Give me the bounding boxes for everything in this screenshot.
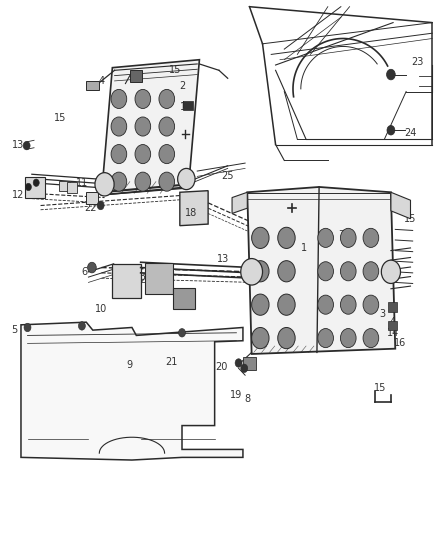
Text: 13: 13	[217, 254, 230, 263]
Circle shape	[340, 328, 356, 348]
Polygon shape	[232, 192, 247, 214]
Circle shape	[340, 228, 356, 247]
Text: 4: 4	[390, 317, 396, 327]
Text: 20: 20	[215, 362, 227, 372]
Text: 15: 15	[54, 113, 66, 123]
Text: 25: 25	[222, 172, 234, 181]
Bar	[173, 288, 195, 309]
Circle shape	[318, 228, 333, 247]
Circle shape	[95, 173, 114, 196]
Circle shape	[340, 262, 356, 281]
Bar	[145, 263, 173, 294]
Bar	[67, 182, 77, 193]
Text: 12: 12	[12, 190, 24, 200]
Circle shape	[24, 323, 31, 332]
Bar	[388, 302, 397, 312]
Circle shape	[23, 141, 30, 150]
Circle shape	[135, 90, 151, 109]
Circle shape	[159, 117, 175, 136]
Bar	[59, 181, 70, 191]
Text: 5: 5	[11, 325, 18, 335]
Text: 10: 10	[95, 304, 108, 314]
Text: 19: 19	[230, 390, 243, 400]
Text: 1: 1	[301, 243, 307, 253]
Text: 2: 2	[179, 81, 185, 91]
Circle shape	[340, 295, 356, 314]
Circle shape	[387, 69, 395, 80]
Circle shape	[235, 359, 242, 367]
Circle shape	[135, 117, 151, 136]
Text: 24: 24	[404, 128, 417, 138]
Circle shape	[178, 168, 195, 190]
Text: 14: 14	[387, 328, 399, 338]
Circle shape	[159, 172, 175, 191]
Circle shape	[381, 260, 400, 284]
Circle shape	[363, 228, 379, 247]
Circle shape	[252, 294, 269, 316]
Circle shape	[111, 117, 127, 136]
Circle shape	[278, 294, 295, 316]
Circle shape	[278, 261, 295, 282]
Text: 3: 3	[379, 309, 385, 319]
Bar	[86, 192, 99, 204]
Circle shape	[278, 227, 295, 248]
Circle shape	[318, 328, 333, 348]
Circle shape	[363, 328, 379, 348]
Circle shape	[241, 364, 248, 373]
Circle shape	[252, 227, 269, 248]
Text: 20: 20	[139, 274, 151, 285]
Circle shape	[252, 327, 269, 349]
Circle shape	[97, 201, 104, 210]
Bar	[388, 320, 397, 330]
Circle shape	[363, 295, 379, 314]
Circle shape	[241, 259, 262, 285]
Text: 16: 16	[393, 338, 406, 349]
Circle shape	[111, 172, 127, 191]
Circle shape	[111, 90, 127, 109]
Text: 21: 21	[165, 357, 177, 367]
Bar	[86, 81, 99, 91]
Text: 7: 7	[338, 230, 344, 240]
Circle shape	[25, 183, 32, 191]
Circle shape	[363, 262, 379, 281]
Circle shape	[33, 179, 39, 187]
Bar	[113, 264, 141, 298]
Text: 8: 8	[244, 394, 251, 404]
Bar	[243, 357, 256, 370]
Polygon shape	[247, 187, 395, 354]
Bar	[130, 70, 142, 82]
Circle shape	[159, 144, 175, 164]
Text: 15: 15	[404, 214, 417, 224]
Text: 4: 4	[99, 76, 105, 86]
Text: 15: 15	[374, 383, 386, 393]
Polygon shape	[21, 322, 243, 460]
Text: 18: 18	[184, 208, 197, 219]
Text: 11: 11	[76, 177, 88, 188]
Circle shape	[252, 261, 269, 282]
Polygon shape	[102, 60, 199, 195]
Bar	[184, 101, 193, 110]
Text: 23: 23	[411, 58, 423, 67]
Circle shape	[387, 125, 395, 135]
Circle shape	[78, 321, 85, 330]
Circle shape	[88, 262, 96, 273]
Circle shape	[135, 172, 151, 191]
Circle shape	[111, 144, 127, 164]
Text: 22: 22	[85, 203, 97, 213]
Polygon shape	[391, 192, 410, 219]
Bar	[25, 177, 45, 198]
Circle shape	[135, 144, 151, 164]
Polygon shape	[180, 191, 208, 225]
Circle shape	[318, 295, 333, 314]
Text: 13: 13	[12, 140, 24, 150]
Text: 15: 15	[170, 66, 182, 75]
Circle shape	[318, 262, 333, 281]
Circle shape	[179, 328, 185, 337]
Text: 6: 6	[81, 267, 87, 277]
Circle shape	[278, 327, 295, 349]
Circle shape	[159, 90, 175, 109]
Text: 16: 16	[180, 102, 192, 112]
Text: 9: 9	[127, 360, 133, 369]
Text: 3: 3	[135, 92, 141, 102]
